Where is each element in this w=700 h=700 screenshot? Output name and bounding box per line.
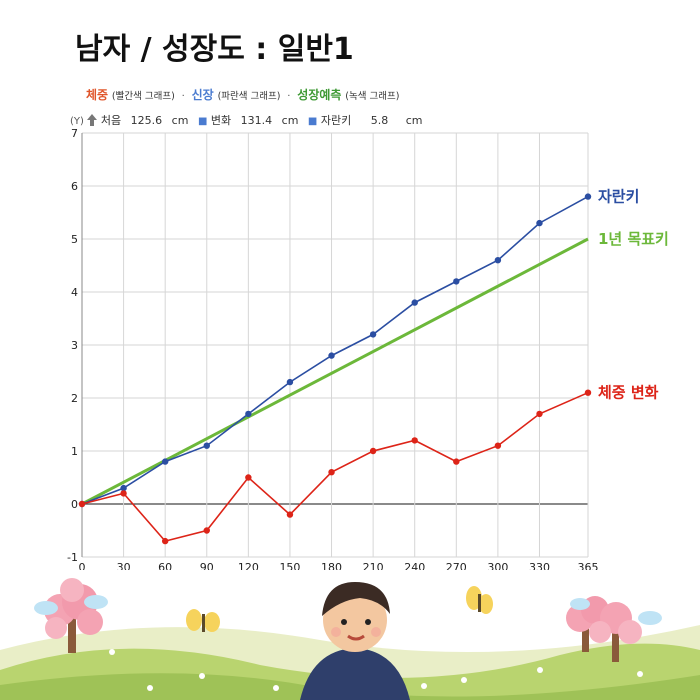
- y-axis-label: (Y): [70, 116, 84, 127]
- legend-growth: 성장예측: [297, 88, 342, 102]
- data-point: [328, 352, 335, 359]
- y-tick-label: 0: [71, 498, 78, 511]
- data-point: [286, 378, 294, 386]
- data-point: [369, 331, 377, 338]
- grew-unit: cm: [405, 114, 423, 127]
- data-point: [453, 278, 460, 285]
- data-point: [203, 527, 210, 534]
- x-tick-label: 180: [321, 561, 342, 570]
- data-point: [161, 458, 169, 465]
- legend-weight: 체중: [86, 88, 109, 102]
- x-tick-label: 0: [79, 561, 86, 570]
- chart-series: [78, 193, 592, 545]
- x-tick-label: 30: [117, 561, 131, 570]
- start-unit: cm: [171, 114, 189, 127]
- tree-left-icon: [44, 578, 103, 653]
- series-name-label: 자란키: [598, 188, 639, 206]
- series-name-label: 체중 변화: [598, 384, 659, 402]
- x-tick-label: 60: [158, 561, 172, 570]
- cloud-left-icon: [34, 595, 108, 615]
- data-point: [584, 389, 592, 396]
- chart-legend-line: 체중 (빨간색 그래프) · 신장 (파란색 그래프) · 성장예측 (녹색 그…: [86, 86, 399, 103]
- x-tick-label: 120: [238, 561, 259, 570]
- start-label: 처음: [100, 114, 122, 127]
- series-line: [81, 195, 589, 505]
- y-tick-label: 3: [71, 339, 78, 352]
- x-tick-label: 300: [487, 561, 508, 570]
- x-tick-label: 330: [529, 561, 550, 570]
- data-point: [245, 474, 252, 481]
- x-tick-label: 365: [578, 561, 599, 570]
- grew-value: 5.8: [370, 114, 389, 127]
- y-tick-label: 5: [71, 233, 78, 246]
- data-point: [411, 437, 418, 444]
- data-point: [120, 484, 127, 492]
- y-tick-label: 6: [71, 180, 78, 193]
- boy-character-icon: [300, 582, 410, 700]
- data-point: [161, 537, 169, 545]
- data-point: [120, 490, 127, 497]
- x-tick-label: 270: [446, 561, 467, 570]
- bullet-icon: ■: [197, 116, 208, 127]
- data-point: [411, 299, 418, 306]
- x-tick-label: 210: [363, 561, 384, 570]
- y-tick-label: 4: [71, 286, 78, 299]
- tree-right-icon: [566, 596, 662, 662]
- grew-label: 자란키: [320, 114, 352, 127]
- hill-dark: [0, 673, 700, 700]
- data-point: [536, 410, 543, 418]
- data-point: [245, 410, 252, 418]
- series-line: [81, 237, 589, 506]
- flower-icons: [109, 649, 643, 691]
- x-tick-label: 240: [404, 561, 425, 570]
- legend-growth-note: (녹색 그래프): [345, 91, 400, 102]
- legend-separator: ·: [181, 91, 185, 102]
- butterfly-right-icon: [466, 586, 493, 614]
- data-point: [286, 511, 294, 518]
- chart-grid: [81, 132, 589, 558]
- arrow-up-icon: [87, 114, 98, 126]
- y-tick-label: -1: [67, 551, 78, 564]
- y-tick-label: 2: [71, 392, 78, 405]
- scenery-illustration: [0, 578, 700, 700]
- data-point: [203, 442, 210, 449]
- change-label: 변화: [210, 114, 232, 127]
- x-tick-label: 150: [279, 561, 300, 570]
- data-point: [536, 219, 543, 227]
- measurement-info: (Y) 처음 125.6 cm ■ 변화 131.4 cm ■ 자란키 5.8 …: [70, 112, 423, 128]
- start-value: 125.6: [130, 114, 163, 127]
- y-tick-label: 7: [71, 127, 78, 140]
- y-tick-label: 1: [71, 445, 78, 458]
- data-point: [328, 469, 335, 476]
- legend-height: 신장: [191, 88, 214, 102]
- x-tick-label: 90: [200, 561, 214, 570]
- change-value: 131.4: [240, 114, 273, 127]
- data-point: [453, 458, 460, 465]
- data-point: [78, 500, 86, 508]
- data-point: [584, 193, 592, 200]
- series-name-label: 1년 목표키: [598, 230, 669, 248]
- data-point: [494, 257, 502, 264]
- legend-height-note: (파란색 그래프): [217, 91, 281, 102]
- butterfly-left-icon: [186, 609, 220, 632]
- data-point: [494, 442, 502, 449]
- bullet-icon: ■: [307, 116, 318, 127]
- legend-weight-note: (빨간색 그래프): [111, 91, 175, 102]
- data-point: [369, 447, 377, 455]
- change-unit: cm: [281, 114, 299, 127]
- page-title: 남자 / 성장도 : 일반1: [75, 32, 354, 67]
- legend-separator: ·: [287, 91, 291, 102]
